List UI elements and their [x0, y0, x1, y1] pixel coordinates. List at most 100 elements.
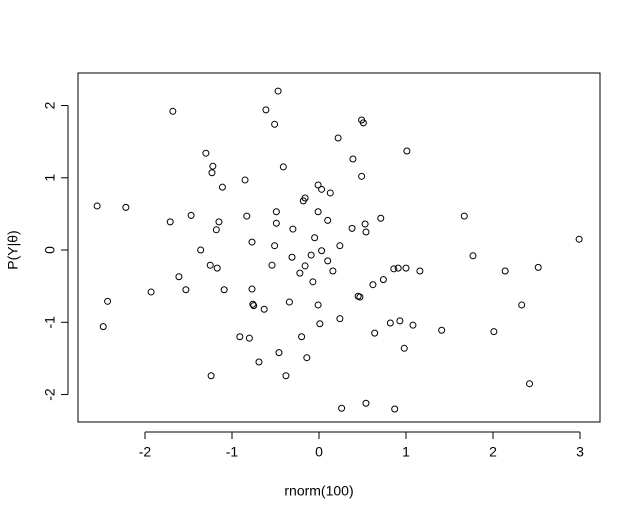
point	[272, 219, 280, 227]
x-tick-label: -2	[139, 444, 152, 460]
point	[245, 334, 253, 342]
point	[122, 203, 130, 211]
y-tick-label: -1	[42, 316, 58, 329]
point	[303, 354, 311, 362]
point	[147, 288, 155, 296]
point	[169, 107, 177, 115]
point	[416, 267, 424, 275]
point	[311, 234, 319, 242]
point	[271, 242, 279, 250]
point	[279, 163, 287, 171]
point	[348, 224, 356, 232]
y-tick-label: -2	[42, 388, 58, 401]
point	[260, 305, 268, 313]
point	[209, 162, 217, 170]
point	[403, 147, 411, 155]
point	[396, 317, 404, 325]
point	[409, 321, 417, 329]
point	[369, 281, 377, 289]
point	[271, 120, 279, 128]
point	[349, 155, 357, 163]
point	[338, 404, 346, 412]
point	[326, 189, 334, 197]
point	[197, 246, 205, 254]
point	[318, 247, 326, 255]
point	[314, 301, 322, 309]
y-tick-label: 1	[42, 174, 58, 182]
point	[575, 235, 583, 243]
point	[166, 218, 174, 226]
point	[187, 211, 195, 219]
y-axis-label: P(Y|θ)	[5, 230, 21, 269]
point	[329, 267, 337, 275]
point	[314, 208, 322, 216]
point	[402, 264, 410, 272]
point	[386, 319, 394, 327]
point	[248, 285, 256, 293]
point	[206, 261, 214, 269]
point	[490, 328, 498, 336]
point	[241, 176, 249, 184]
point	[307, 251, 315, 259]
point	[208, 169, 216, 177]
point	[318, 185, 326, 193]
point	[218, 183, 226, 191]
point	[358, 172, 366, 180]
point	[175, 273, 183, 281]
point	[213, 264, 221, 272]
point	[301, 194, 309, 202]
point	[501, 267, 509, 275]
point	[282, 372, 290, 380]
x-tick-label: 2	[489, 444, 497, 460]
point	[379, 276, 387, 284]
x-tick-label: 3	[576, 444, 584, 460]
point	[390, 265, 398, 273]
point	[248, 238, 256, 246]
x-tick-label: -1	[226, 444, 239, 460]
point	[361, 220, 369, 228]
point	[362, 399, 370, 407]
point	[336, 315, 344, 323]
point	[182, 286, 190, 294]
point	[359, 119, 367, 127]
point	[215, 218, 223, 226]
point	[274, 87, 282, 95]
point	[93, 202, 101, 210]
point	[391, 405, 399, 413]
point	[255, 358, 263, 366]
x-axis-label: rnorm(100)	[284, 483, 353, 499]
y-tick-label: 2	[42, 101, 58, 109]
point	[362, 228, 370, 236]
point	[534, 263, 542, 271]
point	[298, 333, 306, 341]
point	[249, 300, 257, 308]
point	[220, 286, 228, 294]
x-tick-label: 0	[315, 444, 323, 460]
point	[334, 134, 342, 142]
point	[272, 208, 280, 216]
point	[296, 269, 304, 277]
point	[460, 212, 468, 220]
point	[371, 329, 379, 337]
point	[212, 226, 220, 234]
point	[275, 349, 283, 357]
point	[99, 323, 107, 331]
point	[336, 242, 344, 250]
point	[301, 262, 309, 270]
point	[518, 301, 526, 309]
point	[400, 344, 408, 352]
point	[250, 302, 258, 310]
y-tick-label: 0	[42, 246, 58, 254]
point	[314, 181, 322, 189]
point	[202, 149, 210, 157]
point	[356, 293, 364, 301]
point	[469, 252, 477, 260]
point	[324, 257, 332, 265]
point	[243, 212, 251, 220]
plot-frame	[77, 72, 601, 423]
point	[236, 333, 244, 341]
point	[309, 278, 317, 286]
point	[289, 225, 297, 233]
point	[104, 297, 112, 305]
